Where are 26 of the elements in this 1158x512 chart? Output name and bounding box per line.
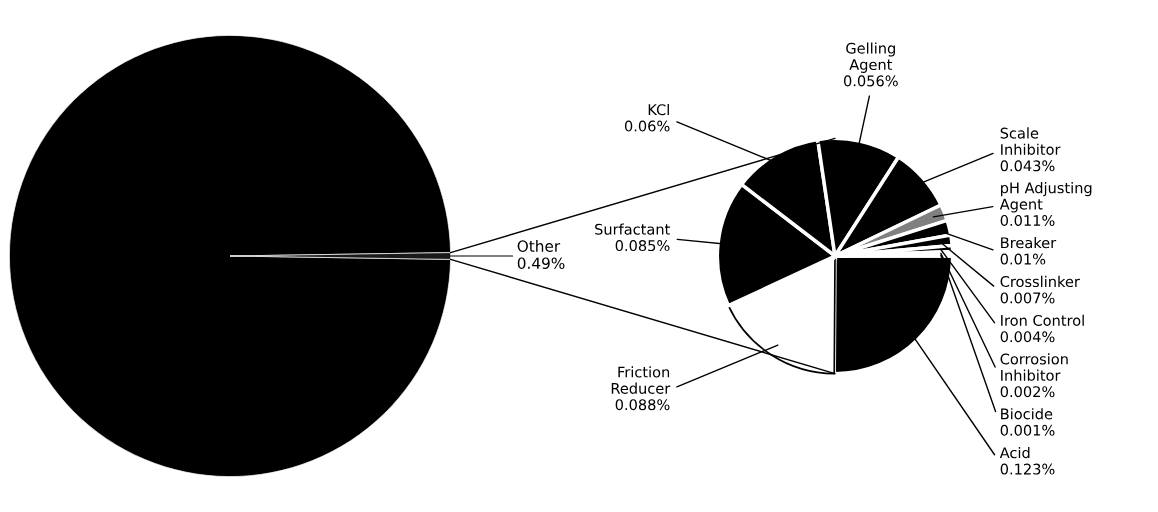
data-label: 0.007% bbox=[1000, 292, 1055, 304]
data-label: 0.056% bbox=[843, 75, 898, 87]
data-label: 0.001% bbox=[1000, 424, 1055, 436]
slice-label: Crosslinker bbox=[1000, 275, 1080, 288]
data-label: 0.002% bbox=[1000, 386, 1055, 398]
slice-label: Biocide bbox=[1001, 408, 1053, 420]
slice-label: Corrosion Inhibitor bbox=[1000, 353, 1068, 381]
data-label: 0.043% bbox=[1000, 160, 1055, 172]
slice-label: Surfactant bbox=[595, 223, 670, 235]
data-label: 0.085% bbox=[615, 240, 670, 252]
slice-label: Friction Reducer bbox=[611, 366, 671, 394]
slice-label: KCl bbox=[648, 103, 669, 116]
data-label: 0.088% bbox=[615, 399, 670, 411]
slice-label: Scale Inhibitor bbox=[1000, 127, 1061, 155]
slice-label: Gelling Agent bbox=[846, 42, 895, 73]
data-label: 0.49% bbox=[517, 257, 565, 269]
slice-label: Iron Control bbox=[1001, 314, 1084, 326]
slice-label: pH Adjusting Agent bbox=[999, 182, 1092, 213]
data-label: 0.011% bbox=[1000, 214, 1055, 227]
slice-label: Other bbox=[517, 240, 561, 252]
data-label: 0.004% bbox=[1000, 331, 1055, 343]
data-label: 0.01% bbox=[1000, 253, 1046, 265]
data-label: 0.123% bbox=[1000, 463, 1055, 475]
data-label: 0.06% bbox=[624, 120, 670, 132]
slice-label: Acid bbox=[999, 446, 1030, 459]
slice-label: Breaker bbox=[1001, 236, 1057, 249]
